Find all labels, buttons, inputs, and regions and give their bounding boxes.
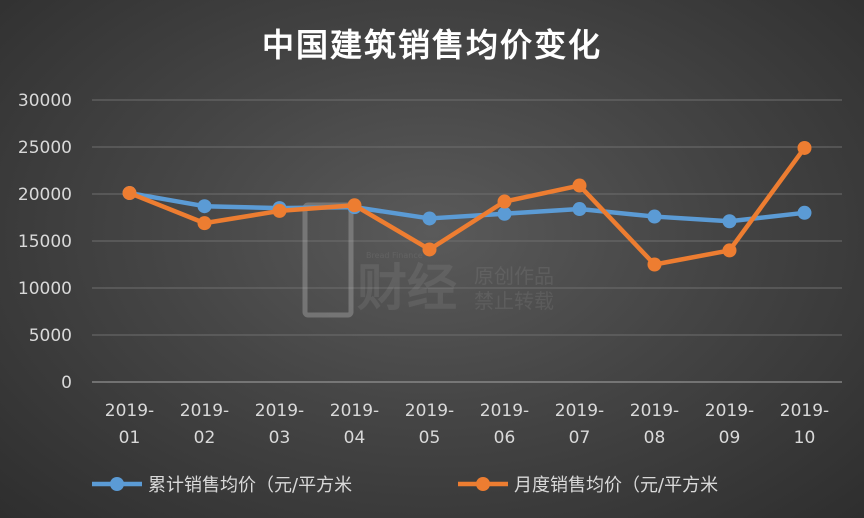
x-tick-label: 2019- bbox=[180, 401, 229, 421]
data-point bbox=[647, 209, 662, 224]
data-point bbox=[122, 186, 137, 201]
x-tick-label: 04 bbox=[344, 428, 366, 448]
x-axis-ticks: 2019- 01 2019- 02 2019- 03 2019- 04 2019- 05 2019-… bbox=[105, 401, 829, 448]
y-tick-label: 30000 bbox=[18, 91, 72, 111]
x-tick-label: 02 bbox=[194, 428, 216, 448]
y-tick-label: 15000 bbox=[18, 232, 72, 252]
watermark-line2: 禁止转载 bbox=[474, 289, 554, 313]
x-tick-label: 07 bbox=[569, 428, 591, 448]
data-point bbox=[647, 257, 662, 272]
x-tick-label: 2019- bbox=[405, 401, 454, 421]
x-tick-label: 2019- bbox=[105, 401, 154, 421]
legend-marker-2 bbox=[476, 477, 490, 491]
watermark: 财经 Bread Finance 原创作品 禁止转载 bbox=[302, 202, 554, 318]
data-point bbox=[572, 202, 587, 217]
x-tick-label: 03 bbox=[269, 428, 291, 448]
x-tick-label: 2019- bbox=[480, 401, 529, 421]
data-point bbox=[797, 140, 812, 155]
x-tick-label: 2019- bbox=[255, 401, 304, 421]
gridlines bbox=[92, 99, 842, 383]
y-tick-label: 25000 bbox=[18, 138, 72, 158]
watermark-line1: 原创作品 bbox=[474, 264, 554, 288]
x-tick-label: 01 bbox=[119, 428, 141, 448]
data-point bbox=[722, 214, 737, 229]
x-tick-label: 2019- bbox=[555, 401, 604, 421]
series-line-1 bbox=[127, 190, 807, 224]
data-point bbox=[272, 203, 287, 218]
legend-label-1: 累计销售均价（元/平方米 bbox=[148, 475, 352, 496]
data-point bbox=[572, 178, 587, 193]
data-point bbox=[422, 242, 437, 257]
x-tick-label: 2019- bbox=[630, 401, 679, 421]
data-point bbox=[422, 211, 437, 226]
x-tick-label: 2019- bbox=[780, 401, 829, 421]
series-line-2 bbox=[127, 145, 807, 267]
watermark-brand-en: Bread Finance bbox=[366, 251, 423, 260]
watermark-logo-icon bbox=[302, 202, 354, 318]
x-tick-label: 09 bbox=[719, 428, 741, 448]
data-point bbox=[797, 205, 812, 220]
x-tick-label: 06 bbox=[494, 428, 516, 448]
x-tick-label: 2019- bbox=[330, 401, 379, 421]
data-point bbox=[722, 243, 737, 258]
y-tick-label: 5000 bbox=[29, 326, 72, 346]
y-tick-label: 0 bbox=[61, 373, 72, 393]
data-point bbox=[347, 198, 362, 213]
y-axis-ticks: 0 5000 10000 15000 20000 25000 30000 bbox=[18, 91, 72, 393]
chart-title: 中国建筑销售均价变化 bbox=[262, 26, 602, 64]
data-point bbox=[497, 194, 512, 209]
x-tick-label: 08 bbox=[644, 428, 666, 448]
data-point bbox=[197, 199, 212, 214]
y-tick-label: 20000 bbox=[18, 185, 72, 205]
legend: 累计销售均价（元/平方米 月度销售均价（元/平方米 bbox=[92, 475, 718, 496]
data-point bbox=[497, 206, 512, 221]
data-point bbox=[197, 216, 212, 231]
y-tick-label: 10000 bbox=[18, 279, 72, 299]
x-tick-label: 10 bbox=[794, 428, 816, 448]
x-tick-label: 05 bbox=[419, 428, 441, 448]
watermark-brand: 财经 bbox=[357, 259, 457, 317]
x-tick-label: 2019- bbox=[705, 401, 754, 421]
legend-label-2: 月度销售均价（元/平方米 bbox=[514, 475, 718, 496]
legend-marker-1 bbox=[110, 477, 124, 491]
series-lines bbox=[122, 140, 812, 272]
